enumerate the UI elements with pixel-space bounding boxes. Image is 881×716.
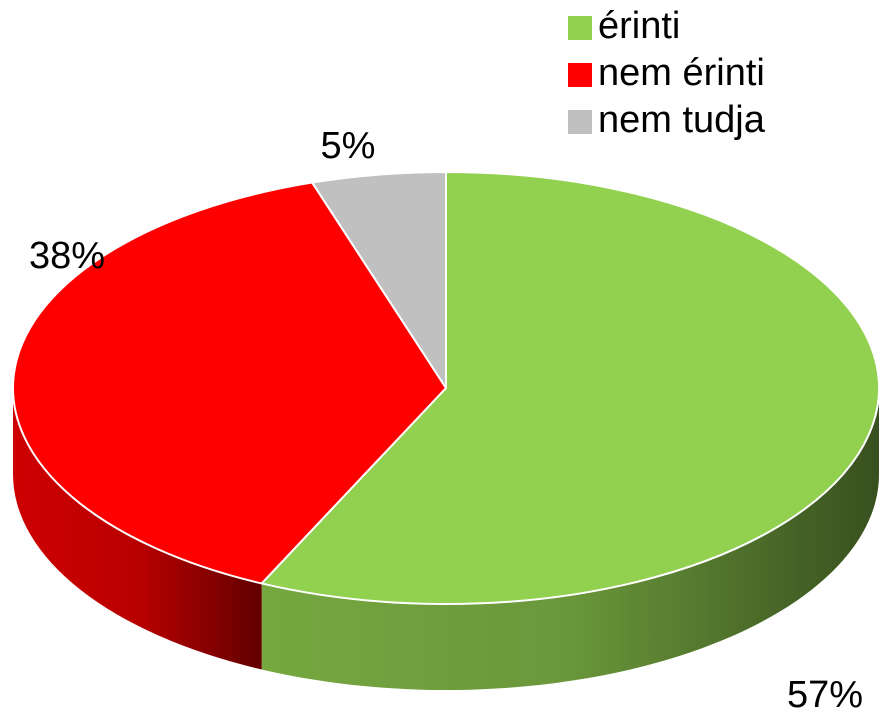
data-label: 5%: [321, 125, 376, 167]
data-label: 57%: [787, 674, 863, 716]
legend-swatch: [568, 16, 592, 40]
legend-swatch: [568, 63, 592, 87]
slice: [260, 171, 880, 605]
data-label: 38%: [29, 235, 105, 277]
slice-side-shade: [13, 388, 262, 670]
legend-label: nem tudja: [598, 99, 766, 141]
slice: [12, 181, 447, 585]
legend-label: érinti: [598, 5, 680, 47]
legend-swatch: [568, 110, 592, 134]
slice-side-shade: [261, 388, 879, 690]
legend-label: nem érinti: [598, 52, 765, 94]
slice: [311, 171, 447, 389]
